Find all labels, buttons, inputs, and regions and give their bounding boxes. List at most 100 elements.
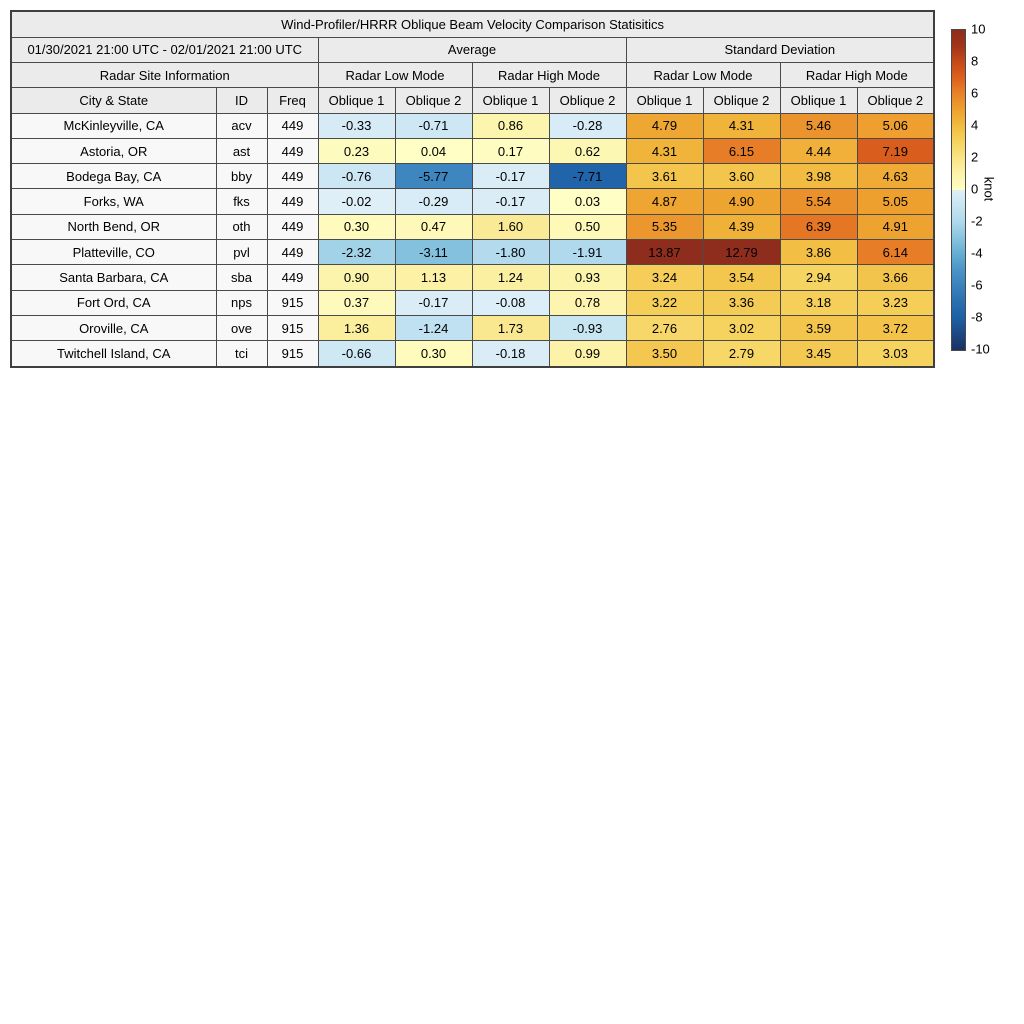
value-cell: 6.14 <box>856 239 935 266</box>
value-cell: 4.91 <box>856 213 935 241</box>
figure-title: Wind-Profiler/HRRR Oblique Beam Velocity… <box>10 10 935 38</box>
value-cell: 3.72 <box>856 315 935 342</box>
colorbar-tick-label: -8 <box>971 309 983 325</box>
value-cell: 5.06 <box>856 112 935 139</box>
table-body: McKinleyville, CA acv 449 -0.33 -0.71 0.86 -0.… <box>10 112 935 368</box>
city-state-cell: Astoria, OR <box>10 137 217 165</box>
value-cell: 4.90 <box>702 188 781 215</box>
value-cell: 3.22 <box>625 289 704 317</box>
site-id-cell: tci <box>215 340 268 368</box>
freq-cell: 449 <box>266 112 319 139</box>
col-header-freq: Freq <box>266 87 319 114</box>
value-cell: 3.03 <box>856 340 935 368</box>
value-cell: -0.66 <box>317 340 396 368</box>
value-cell: 4.79 <box>625 112 704 139</box>
freq-cell: 449 <box>266 264 319 291</box>
value-cell: 0.90 <box>317 264 396 291</box>
value-cell: 0.17 <box>471 137 550 165</box>
value-cell: -0.28 <box>548 112 627 139</box>
value-cell: 4.39 <box>702 213 781 241</box>
site-id-cell: nps <box>215 289 268 317</box>
value-cell: -0.02 <box>317 188 396 215</box>
table-row: Astoria, OR ast 449 0.23 0.04 0.17 0.62 4.31 6.1… <box>10 137 935 165</box>
site-id-cell: pvl <box>215 239 268 266</box>
value-cell: 0.50 <box>548 213 627 241</box>
table-row: North Bend, OR oth 449 0.30 0.47 1.60 0.50 5.35… <box>10 213 935 241</box>
site-id-cell: bby <box>215 163 268 190</box>
city-state-cell: Bodega Bay, CA <box>10 163 217 190</box>
value-cell: -0.29 <box>394 188 473 215</box>
colorbar-tick-label: 8 <box>971 53 979 69</box>
value-cell: 3.98 <box>779 163 858 190</box>
colorbar-tick-label: -4 <box>971 245 983 261</box>
mode-header-avg-high: Radar High Mode <box>471 61 627 89</box>
site-id-cell: fks <box>215 188 268 215</box>
mode-header-std-low: Radar Low Mode <box>625 61 781 89</box>
value-cell: 3.50 <box>625 340 704 368</box>
colorbar-tick-label: 4 <box>971 117 979 133</box>
value-cell: 5.46 <box>779 112 858 139</box>
colorbar-tick-label: 2 <box>971 149 979 165</box>
value-cell: 0.30 <box>317 213 396 241</box>
col-header-oblique-1: Oblique 1 <box>471 87 550 114</box>
value-cell: -0.08 <box>471 289 550 317</box>
col-header-oblique-2: Oblique 2 <box>548 87 627 114</box>
value-cell: -0.18 <box>471 340 550 368</box>
col-header-city-state: City & State <box>10 87 217 114</box>
value-cell: 6.39 <box>779 213 858 241</box>
value-cell: 1.73 <box>471 315 550 342</box>
table-row: Santa Barbara, CA sba 449 0.90 1.13 1.24 0.93 3… <box>10 264 935 291</box>
colorbar-tick-label: -10 <box>971 341 990 357</box>
colorbar-tick-label: 10 <box>971 21 986 37</box>
value-cell: 1.36 <box>317 315 396 342</box>
date-range: 01/30/2021 21:00 UTC - 02/01/2021 21:00 … <box>10 36 319 63</box>
value-cell: 3.23 <box>856 289 935 317</box>
freq-cell: 449 <box>266 188 319 215</box>
table-row: Twitchell Island, CA tci 915 -0.66 0.30 -0.18… <box>10 340 935 368</box>
value-cell: 0.04 <box>394 137 473 165</box>
value-cell: 0.37 <box>317 289 396 317</box>
value-cell: 3.61 <box>625 163 704 190</box>
value-cell: 5.05 <box>856 188 935 215</box>
value-cell: 4.31 <box>625 137 704 165</box>
city-state-cell: Platteville, CO <box>10 239 217 266</box>
value-cell: -1.80 <box>471 239 550 266</box>
group-header-standard-deviation: Standard Deviation <box>625 36 935 63</box>
value-cell: 3.66 <box>856 264 935 291</box>
mode-header-avg-low: Radar Low Mode <box>317 61 473 89</box>
freq-cell: 449 <box>266 137 319 165</box>
value-cell: -7.71 <box>548 163 627 190</box>
stats-table: Wind-Profiler/HRRR Oblique Beam Velocity… <box>10 10 936 368</box>
value-cell: 0.62 <box>548 137 627 165</box>
value-cell: 3.59 <box>779 315 858 342</box>
value-cell: -0.17 <box>394 289 473 317</box>
value-cell: -0.17 <box>471 163 550 190</box>
freq-cell: 915 <box>266 315 319 342</box>
col-header-oblique-2: Oblique 2 <box>394 87 473 114</box>
value-cell: 3.02 <box>702 315 781 342</box>
value-cell: 1.24 <box>471 264 550 291</box>
colorbar <box>951 29 966 351</box>
value-cell: 5.35 <box>625 213 704 241</box>
value-cell: 3.18 <box>779 289 858 317</box>
value-cell: 0.78 <box>548 289 627 317</box>
city-state-cell: Forks, WA <box>10 188 217 215</box>
value-cell: 4.63 <box>856 163 935 190</box>
value-cell: 3.60 <box>702 163 781 190</box>
value-cell: 5.54 <box>779 188 858 215</box>
col-header-oblique-1: Oblique 1 <box>317 87 396 114</box>
value-cell: 2.94 <box>779 264 858 291</box>
value-cell: 12.79 <box>702 239 781 266</box>
table-row: Bodega Bay, CA bby 449 -0.76 -5.77 -0.17 -7.71… <box>10 163 935 190</box>
table-row: Forks, WA fks 449 -0.02 -0.29 -0.17 0.03 4.87 4.… <box>10 188 935 215</box>
value-cell: 0.23 <box>317 137 396 165</box>
colorbar-unit-label: knot <box>981 176 997 202</box>
value-cell: -1.91 <box>548 239 627 266</box>
value-cell: 0.47 <box>394 213 473 241</box>
freq-cell: 449 <box>266 239 319 266</box>
value-cell: 0.30 <box>394 340 473 368</box>
value-cell: 7.19 <box>856 137 935 165</box>
value-cell: 4.31 <box>702 112 781 139</box>
site-id-cell: sba <box>215 264 268 291</box>
